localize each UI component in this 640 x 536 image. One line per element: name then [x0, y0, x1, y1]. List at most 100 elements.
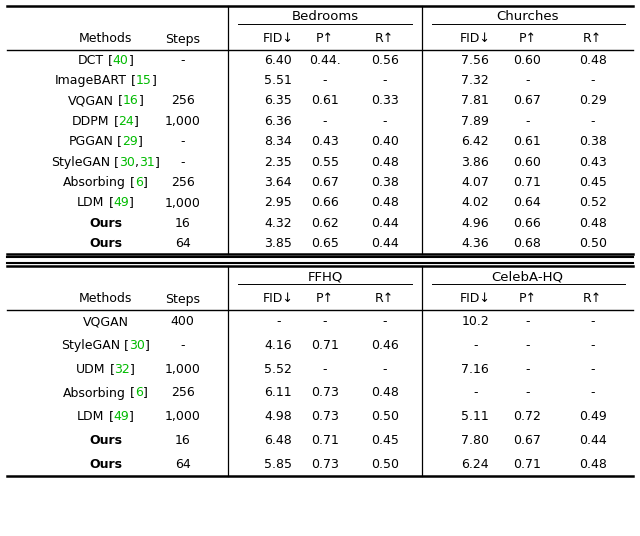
- Text: 7.81: 7.81: [461, 94, 489, 108]
- Text: 0.49: 0.49: [579, 410, 607, 423]
- Text: 0.40: 0.40: [371, 135, 399, 148]
- Text: ImageBART: ImageBART: [54, 74, 127, 87]
- Text: 64: 64: [175, 237, 190, 250]
- Text: 0.56: 0.56: [371, 54, 399, 66]
- Text: Methods: Methods: [79, 293, 132, 306]
- Text: ]: ]: [138, 94, 143, 108]
- Text: VQGAN: VQGAN: [83, 315, 129, 329]
- Text: 256: 256: [171, 386, 195, 399]
- Text: 0.64: 0.64: [514, 197, 541, 210]
- Text: 4.36: 4.36: [461, 237, 489, 250]
- Text: 3.85: 3.85: [264, 237, 292, 250]
- Text: 0.38: 0.38: [579, 135, 607, 148]
- Text: [: [: [130, 176, 135, 189]
- Text: -: -: [525, 386, 530, 399]
- Text: 0.43: 0.43: [311, 135, 339, 148]
- Text: 256: 256: [171, 176, 195, 189]
- Text: 0.67: 0.67: [513, 94, 541, 108]
- Text: ]: ]: [129, 54, 133, 66]
- Text: ]: ]: [155, 155, 160, 169]
- Text: ]: ]: [143, 176, 148, 189]
- Text: 1,000: 1,000: [164, 363, 200, 376]
- Text: 4.98: 4.98: [264, 410, 292, 423]
- Text: P↑: P↑: [518, 33, 536, 46]
- Text: [: [: [130, 386, 135, 399]
- Text: VQGAN: VQGAN: [68, 94, 114, 108]
- Text: 4.96: 4.96: [461, 217, 489, 230]
- Text: 0.45: 0.45: [579, 176, 607, 189]
- Text: 6.11: 6.11: [264, 386, 292, 399]
- Text: 0.45: 0.45: [371, 434, 399, 447]
- Text: P↑: P↑: [518, 293, 536, 306]
- Text: 400: 400: [171, 315, 195, 329]
- Text: 29: 29: [122, 135, 138, 148]
- Text: StyleGAN: StyleGAN: [51, 155, 110, 169]
- Text: -: -: [180, 135, 185, 148]
- Text: 6.36: 6.36: [264, 115, 292, 128]
- Text: 0.48: 0.48: [371, 155, 399, 169]
- Text: [: [: [113, 115, 118, 128]
- Text: 3.86: 3.86: [461, 155, 489, 169]
- Text: -: -: [473, 339, 477, 352]
- Text: -: -: [180, 155, 185, 169]
- Text: -: -: [591, 115, 595, 128]
- Text: 1,000: 1,000: [164, 115, 200, 128]
- Text: 3.64: 3.64: [264, 176, 292, 189]
- Text: -: -: [525, 74, 530, 87]
- Text: 0.65: 0.65: [311, 237, 339, 250]
- Text: -: -: [383, 74, 387, 87]
- Text: 32: 32: [115, 363, 130, 376]
- Text: [: [: [118, 94, 123, 108]
- Text: -: -: [323, 74, 327, 87]
- Text: 4.07: 4.07: [461, 176, 489, 189]
- Text: 0.48: 0.48: [371, 197, 399, 210]
- Text: Absorbing: Absorbing: [63, 386, 126, 399]
- Text: 0.67: 0.67: [311, 176, 339, 189]
- Text: -: -: [525, 339, 530, 352]
- Text: 5.52: 5.52: [264, 363, 292, 376]
- Text: 8.34: 8.34: [264, 135, 292, 148]
- Text: Methods: Methods: [79, 33, 132, 46]
- Text: -: -: [276, 315, 280, 329]
- Text: 0.73: 0.73: [311, 458, 339, 471]
- Text: 31: 31: [139, 155, 155, 169]
- Text: 0.71: 0.71: [513, 458, 541, 471]
- Text: [: [: [131, 74, 136, 87]
- Text: 0.60: 0.60: [513, 155, 541, 169]
- Text: 0.61: 0.61: [514, 135, 541, 148]
- Text: 0.62: 0.62: [311, 217, 339, 230]
- Text: 0.44.: 0.44.: [309, 54, 341, 66]
- Text: Ours: Ours: [89, 237, 122, 250]
- Text: -: -: [383, 315, 387, 329]
- Text: 7.16: 7.16: [461, 363, 489, 376]
- Text: 0.66: 0.66: [514, 217, 541, 230]
- Text: 0.50: 0.50: [371, 458, 399, 471]
- Text: -: -: [323, 363, 327, 376]
- Text: LDM: LDM: [77, 197, 104, 210]
- Text: 0.73: 0.73: [311, 386, 339, 399]
- Text: 0.71: 0.71: [311, 339, 339, 352]
- Text: 49: 49: [113, 197, 129, 210]
- Text: 10.2: 10.2: [461, 315, 489, 329]
- Text: 30: 30: [119, 155, 135, 169]
- Text: 7.80: 7.80: [461, 434, 489, 447]
- Text: ]: ]: [134, 115, 139, 128]
- Text: 7.89: 7.89: [461, 115, 489, 128]
- Text: -: -: [591, 386, 595, 399]
- Text: 0.60: 0.60: [513, 54, 541, 66]
- Text: ,: ,: [135, 155, 139, 169]
- Text: DCT: DCT: [77, 54, 104, 66]
- Text: 6.35: 6.35: [264, 94, 292, 108]
- Text: 16: 16: [175, 434, 190, 447]
- Text: 0.66: 0.66: [311, 197, 339, 210]
- Text: 2.35: 2.35: [264, 155, 292, 169]
- Text: 16: 16: [175, 217, 190, 230]
- Text: FID↓: FID↓: [263, 293, 294, 306]
- Text: [: [: [115, 155, 119, 169]
- Text: [: [: [124, 339, 129, 352]
- Text: ]: ]: [145, 339, 150, 352]
- Text: 6: 6: [135, 176, 143, 189]
- Text: 64: 64: [175, 458, 190, 471]
- Text: R↑: R↑: [583, 293, 602, 306]
- Text: -: -: [591, 315, 595, 329]
